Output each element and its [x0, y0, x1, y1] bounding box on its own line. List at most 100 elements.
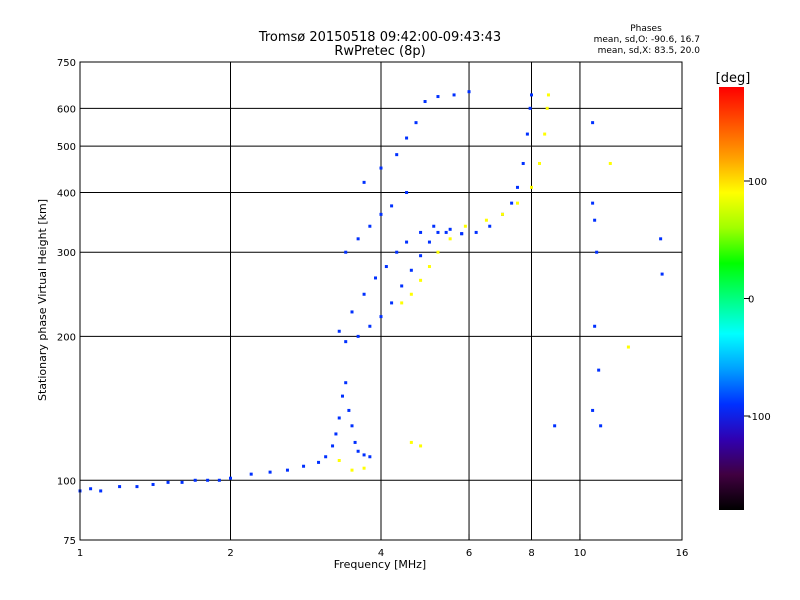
- data-point: [99, 489, 103, 493]
- data-point: [344, 340, 348, 344]
- data-point: [427, 265, 431, 269]
- y-tick-label: 100: [57, 476, 76, 487]
- data-point: [356, 449, 360, 453]
- data-point: [427, 240, 431, 244]
- colorbar-tick-label: 0: [748, 295, 754, 306]
- data-point: [180, 480, 184, 484]
- data-point: [405, 136, 409, 140]
- data-point: [135, 485, 139, 489]
- data-point: [229, 476, 232, 480]
- x-tick-label: 16: [676, 548, 689, 559]
- data-point: [89, 487, 93, 491]
- data-point: [350, 310, 354, 314]
- data-point: [474, 230, 478, 234]
- data-point: [515, 185, 519, 189]
- phase-info-heading: Phases: [630, 24, 662, 34]
- data-point: [344, 250, 348, 254]
- data-point: [467, 90, 471, 94]
- data-point: [400, 284, 404, 288]
- data-point: [409, 292, 413, 296]
- colorbar: [719, 87, 744, 510]
- data-point: [660, 272, 664, 276]
- data-point: [484, 218, 488, 222]
- data-point: [350, 468, 354, 472]
- data-point: [444, 230, 448, 234]
- data-point: [395, 250, 399, 254]
- data-point: [543, 132, 547, 136]
- y-tick-label: 600: [57, 104, 76, 115]
- data-point: [595, 250, 599, 254]
- data-point: [448, 227, 452, 231]
- data-point: [368, 324, 372, 328]
- data-point: [423, 100, 427, 104]
- data-point: [419, 254, 423, 258]
- chart-subtitle: RwPretec (8p): [334, 44, 425, 59]
- data-point: [530, 93, 533, 97]
- data-point: [193, 478, 197, 482]
- data-point: [405, 240, 409, 244]
- data-point: [347, 408, 351, 412]
- x-tick-label: 10: [574, 548, 587, 559]
- data-point: [414, 121, 418, 125]
- phase-info-o: mean, sd,O: -90.6, 16.7: [594, 35, 700, 45]
- data-point: [368, 455, 372, 459]
- data-point: [249, 472, 253, 476]
- x-tick-label: 2: [227, 548, 233, 559]
- data-point: [151, 482, 155, 486]
- data-point: [436, 230, 440, 234]
- data-point: [593, 218, 597, 222]
- data-point: [356, 334, 360, 338]
- data-point: [268, 470, 272, 474]
- data-point: [463, 224, 467, 228]
- data-point: [448, 237, 452, 241]
- data-point: [436, 250, 440, 254]
- x-tick-label: 6: [466, 548, 472, 559]
- data-point: [374, 276, 378, 280]
- x-axis-label: Frequency [MHz]: [334, 558, 426, 571]
- data-point: [419, 278, 423, 282]
- data-point: [390, 301, 394, 305]
- data-point: [597, 368, 601, 372]
- data-point: [379, 315, 383, 319]
- y-tick-label: 750: [57, 58, 76, 69]
- data-point: [384, 265, 388, 269]
- colorbar-ticks: 100 0 -100: [744, 177, 771, 423]
- data-point: [379, 166, 383, 170]
- data-point: [436, 95, 440, 99]
- y-tick-label: 200: [57, 332, 76, 343]
- phase-info-x: mean, sd,X: 83.5, 20.0: [598, 46, 701, 56]
- data-point: [118, 485, 122, 489]
- data-point: [331, 444, 335, 448]
- data-point: [340, 394, 344, 398]
- y-tick-label: 300: [57, 248, 76, 259]
- data-point: [599, 424, 603, 428]
- data-points: [78, 90, 664, 493]
- chart-title: Tromsø 20150518 09:42:00-09:43:43: [258, 30, 501, 45]
- y-axis-label: Stationary phase Virtual Height [km]: [36, 199, 49, 401]
- data-point: [593, 324, 597, 328]
- colorbar-tick-label: -100: [748, 412, 771, 423]
- data-point: [545, 106, 549, 110]
- plot-grid: [80, 62, 682, 540]
- data-point: [400, 301, 404, 305]
- data-point: [409, 268, 413, 272]
- data-point: [488, 224, 492, 228]
- data-point: [525, 132, 529, 136]
- data-point: [362, 466, 366, 470]
- data-point: [608, 161, 612, 165]
- data-point: [324, 455, 328, 459]
- y-tick-label: 400: [57, 188, 76, 199]
- data-point: [362, 292, 366, 296]
- data-point: [317, 460, 321, 464]
- data-point: [591, 121, 595, 125]
- x-axis: 1 2 4 6 8 10 16: [77, 534, 689, 559]
- data-point: [591, 408, 595, 412]
- data-point: [659, 237, 663, 241]
- data-point: [350, 424, 354, 428]
- data-point: [510, 201, 514, 205]
- data-point: [553, 424, 557, 428]
- data-point: [344, 381, 348, 385]
- y-axis: 75 100 200 300 400 500 600 750: [57, 58, 76, 547]
- data-point: [353, 440, 357, 444]
